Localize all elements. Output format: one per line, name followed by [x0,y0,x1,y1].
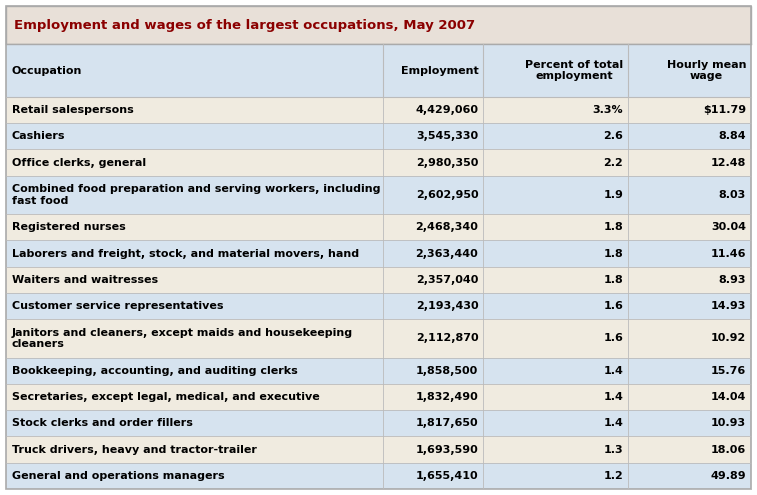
Text: 1.4: 1.4 [603,366,623,376]
Text: 8.93: 8.93 [718,275,746,285]
Text: Cashiers: Cashiers [12,131,66,142]
Text: Customer service representatives: Customer service representatives [12,301,223,311]
Text: 3,545,330: 3,545,330 [416,131,478,142]
Text: 11.46: 11.46 [711,248,746,258]
Text: 30.04: 30.04 [711,222,746,232]
Bar [6,410,751,437]
Text: 2,193,430: 2,193,430 [416,301,478,311]
Text: 49.89: 49.89 [710,471,746,481]
Text: 1.4: 1.4 [603,392,623,402]
Text: 14.04: 14.04 [711,392,746,402]
Text: 15.76: 15.76 [711,366,746,376]
Bar [6,6,751,45]
Text: $11.79: $11.79 [703,105,746,115]
Text: Combined food preparation and serving workers, including
fast food: Combined food preparation and serving wo… [12,184,381,206]
Bar [6,437,751,463]
Text: General and operations managers: General and operations managers [12,471,225,481]
Text: Hourly mean
wage: Hourly mean wage [666,60,746,82]
Text: 2,980,350: 2,980,350 [416,157,478,168]
Text: Stock clerks and order fillers: Stock clerks and order fillers [12,418,193,428]
Bar [6,45,751,97]
Text: 1.6: 1.6 [603,301,623,311]
Text: 18.06: 18.06 [711,445,746,454]
Text: 1.9: 1.9 [603,190,623,200]
Bar [6,463,751,489]
Text: 4,429,060: 4,429,060 [416,105,478,115]
Text: Retail salespersons: Retail salespersons [12,105,134,115]
Text: 14.93: 14.93 [711,301,746,311]
Text: Waiters and waitresses: Waiters and waitresses [12,275,158,285]
Bar [6,293,751,319]
Text: 1,832,490: 1,832,490 [416,392,478,402]
Text: 1.4: 1.4 [603,418,623,428]
Text: Office clerks, general: Office clerks, general [12,157,146,168]
Text: 1.2: 1.2 [603,471,623,481]
Text: 1,655,410: 1,655,410 [416,471,478,481]
Bar [6,241,751,267]
Bar [6,384,751,410]
Bar [6,176,751,214]
Text: 10.92: 10.92 [711,334,746,344]
Bar [6,267,751,293]
Text: 1.3: 1.3 [603,445,623,454]
Bar [6,97,751,123]
Text: Employment: Employment [400,66,478,76]
Text: Registered nurses: Registered nurses [12,222,126,232]
Text: 8.03: 8.03 [718,190,746,200]
Bar [6,123,751,149]
Text: Janitors and cleaners, except maids and housekeeping
cleaners: Janitors and cleaners, except maids and … [12,328,353,349]
Text: 1.8: 1.8 [603,275,623,285]
Text: 10.93: 10.93 [711,418,746,428]
Bar [6,149,751,176]
Text: 1,858,500: 1,858,500 [416,366,478,376]
Text: Truck drivers, heavy and tractor-trailer: Truck drivers, heavy and tractor-trailer [12,445,257,454]
Text: 1,817,650: 1,817,650 [416,418,478,428]
Text: 2,357,040: 2,357,040 [416,275,478,285]
Text: Laborers and freight, stock, and material movers, hand: Laborers and freight, stock, and materia… [12,248,359,258]
Bar [6,319,751,358]
Text: Bookkeeping, accounting, and auditing clerks: Bookkeeping, accounting, and auditing cl… [12,366,298,376]
Text: 2,468,340: 2,468,340 [416,222,478,232]
Text: Secretaries, except legal, medical, and executive: Secretaries, except legal, medical, and … [12,392,319,402]
Text: 12.48: 12.48 [711,157,746,168]
Text: 3.3%: 3.3% [593,105,623,115]
Text: 2.2: 2.2 [603,157,623,168]
Text: 2,363,440: 2,363,440 [416,248,478,258]
Text: 1.8: 1.8 [603,222,623,232]
Text: 8.84: 8.84 [718,131,746,142]
Text: Occupation: Occupation [12,66,83,76]
Text: 2.6: 2.6 [603,131,623,142]
Text: 1,693,590: 1,693,590 [416,445,478,454]
Text: 2,112,870: 2,112,870 [416,334,478,344]
Text: 1.8: 1.8 [603,248,623,258]
Text: Percent of total
employment: Percent of total employment [525,60,623,82]
Bar [6,358,751,384]
Bar [6,214,751,241]
Text: 1.6: 1.6 [603,334,623,344]
Text: Employment and wages of the largest occupations, May 2007: Employment and wages of the largest occu… [14,19,475,32]
Text: 2,602,950: 2,602,950 [416,190,478,200]
